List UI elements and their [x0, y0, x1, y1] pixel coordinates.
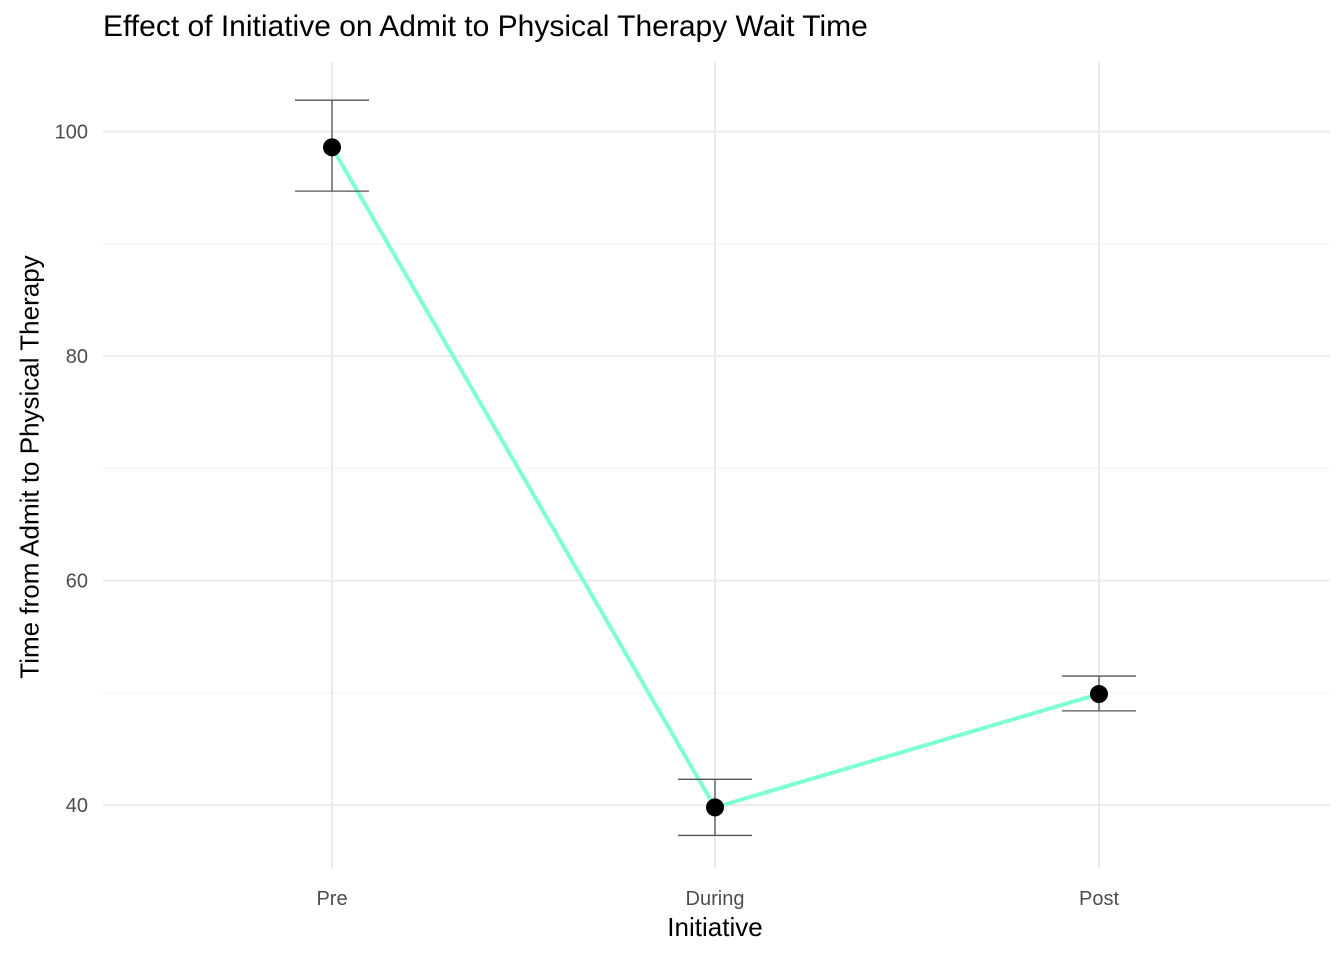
data-point: [1090, 685, 1108, 704]
x-tick-label: Pre: [316, 888, 347, 910]
x-tick-label: During: [686, 888, 745, 910]
x-axis-label: Initiative: [667, 912, 763, 942]
y-tick-label: 60: [66, 571, 88, 593]
chart-title: Effect of Initiative on Admit to Physica…: [103, 10, 868, 43]
data-point: [323, 138, 341, 157]
y-axis-label: Time from Admit to Physical Therapy: [14, 255, 45, 679]
y-tick-label: 40: [66, 795, 88, 817]
y-tick-label: 80: [66, 346, 88, 368]
x-tick-label: Post: [1079, 888, 1119, 910]
y-tick-label: 100: [55, 122, 88, 144]
data-point: [706, 798, 724, 817]
